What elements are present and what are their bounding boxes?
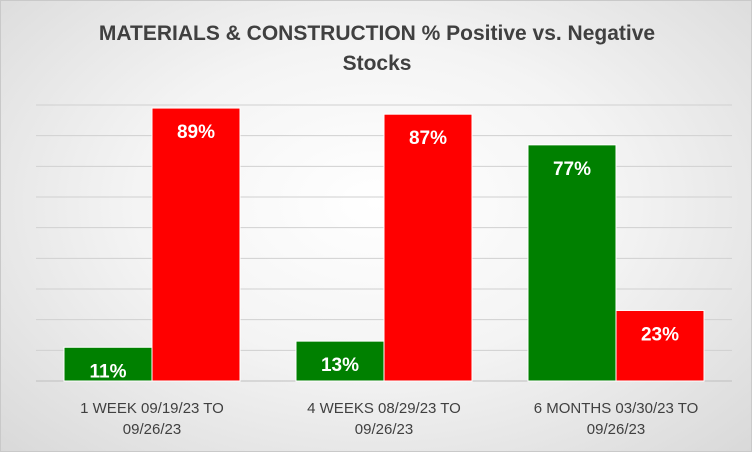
bar-negative-1 [383, 113, 473, 382]
category-label-2-line-0: 6 MONTHS 03/30/23 TO [534, 400, 699, 417]
bar-positive-0 [63, 346, 153, 382]
data-label-negative-2: 23% [641, 324, 679, 345]
chart-title-line-2: Stocks [342, 52, 412, 75]
category-label-1-line-0: 4 WEEKS 08/29/23 TO [307, 400, 461, 417]
bar-negative-0 [151, 107, 241, 382]
bar-positive-2 [527, 144, 617, 382]
category-label-0-line-1: 09/26/23 [123, 421, 181, 438]
category-label-0-line-0: 1 WEEK 09/19/23 TO [80, 400, 224, 417]
category-label-1-line-1: 09/26/23 [355, 421, 413, 438]
data-label-positive-0: 11% [90, 361, 127, 382]
chart-title-line-1: MATERIALS & CONSTRUCTION % Positive vs. … [98, 22, 656, 45]
data-label-negative-1: 87% [409, 128, 447, 149]
chart-title: MATERIALS & CONSTRUCTION % Positive vs. … [1, 19, 752, 79]
category-label-2-line-1: 09/26/23 [587, 421, 645, 438]
data-label-positive-2: 77% [553, 159, 591, 180]
bar-positive-1 [295, 340, 385, 382]
data-label-negative-0: 89% [177, 122, 215, 143]
data-label-positive-1: 13% [321, 355, 359, 376]
bar-negative-2 [615, 309, 705, 382]
